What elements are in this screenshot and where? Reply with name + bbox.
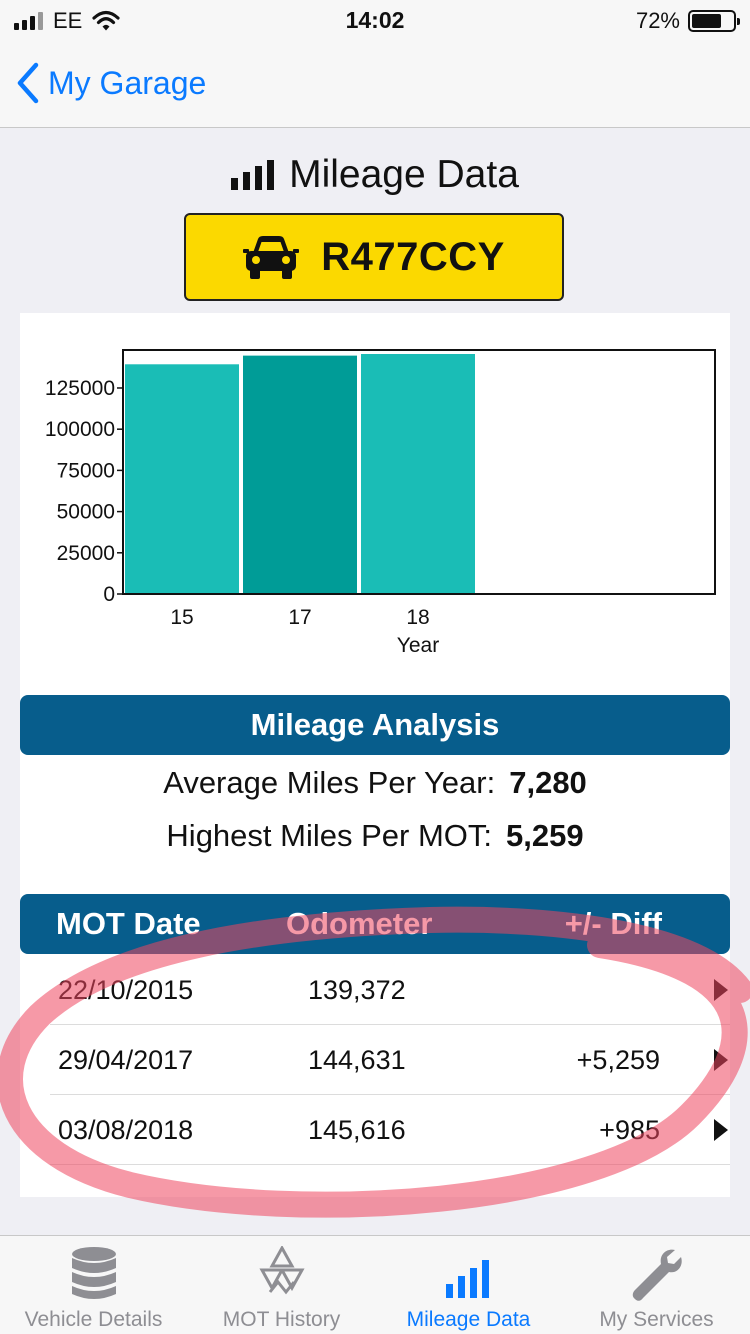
row-diff: +985 [599, 1115, 660, 1145]
header-mot-date: MOT Date [56, 906, 201, 941]
average-miles-row: Average Miles Per Year: 7,280 [20, 765, 730, 801]
chevron-left-icon [17, 62, 39, 104]
disclosure-arrow-icon[interactable] [714, 1049, 728, 1071]
row-diff: +5,259 [576, 1045, 660, 1075]
navigation-bar: My Garage [0, 40, 750, 128]
x-axis-label: Year [397, 634, 439, 657]
back-label: My Garage [48, 64, 207, 101]
y-tick-label: 50000 [57, 501, 115, 524]
signal-icon [14, 12, 43, 30]
analysis-header: Mileage Analysis [20, 695, 730, 755]
row-odometer: 145,616 [308, 1115, 406, 1145]
table-row[interactable]: 03/08/2018 145,616 +985 [50, 1095, 730, 1165]
mot-triangles-icon [258, 1246, 305, 1295]
wifi-icon [92, 10, 120, 31]
x-tick-label: 15 [170, 606, 193, 629]
highest-miles-row: Highest Miles Per MOT: 5,259 [20, 818, 730, 854]
battery-percent: 72% [635, 8, 680, 33]
tab-my-services[interactable]: My Services [563, 1236, 750, 1334]
header-diff: +/- Diff [564, 906, 662, 941]
tab-label: MOT History [222, 1308, 341, 1331]
tab-mot-history[interactable]: MOT History [188, 1236, 375, 1334]
table-row[interactable]: 22/10/2015 139,372 [50, 955, 730, 1025]
highest-miles-label: Highest Miles Per MOT: [166, 818, 492, 853]
tab-label: Vehicle Details [24, 1308, 163, 1331]
bar-15 [125, 364, 239, 593]
row-date: 22/10/2015 [58, 975, 194, 1005]
average-miles-value: 7,280 [509, 765, 587, 800]
plate-number: R477CCY [321, 234, 505, 279]
content-area: Mileage Data R477CCY 15 17 18 0 25000 50000 75… [0, 129, 750, 1235]
wrench-icon [632, 1249, 682, 1301]
status-bar: EE 14:02 72% [0, 0, 750, 40]
row-odometer: 144,631 [308, 1045, 406, 1075]
row-date: 29/04/2017 [58, 1045, 194, 1075]
disclosure-arrow-icon[interactable] [714, 979, 728, 1001]
y-tick-label: 75000 [57, 459, 115, 482]
y-tick-label: 100000 [45, 418, 115, 441]
back-button[interactable]: My Garage [16, 62, 206, 104]
header-odometer: Odometer [286, 906, 433, 941]
x-tick-label: 18 [406, 606, 429, 629]
database-icon [71, 1247, 116, 1299]
page-title: Mileage Data [0, 153, 750, 197]
tab-label: My Services [599, 1308, 714, 1331]
battery-icon [688, 10, 740, 32]
car-icon [243, 236, 300, 279]
mileage-chart: 15 17 18 0 25000 50000 75000 100000 125000 Year [20, 313, 730, 673]
chart-svg: 15 17 18 0 25000 50000 75000 100000 125000 Year [45, 349, 716, 657]
bar-18 [361, 354, 475, 593]
disclosure-arrow-icon[interactable] [714, 1119, 728, 1141]
tab-label: Mileage Data [406, 1308, 531, 1331]
row-date: 03/08/2018 [58, 1115, 194, 1145]
status-time: 14:02 [345, 7, 405, 33]
x-tick-label: 17 [288, 606, 311, 629]
tab-bar: Vehicle Details MOT History Mileage Data [0, 1235, 750, 1334]
y-tick-label: 0 [103, 583, 115, 606]
highest-miles-value: 5,259 [506, 818, 584, 853]
average-miles-label: Average Miles Per Year: [163, 765, 496, 800]
bar-chart-icon [231, 160, 275, 190]
bar-chart-icon [445, 1260, 489, 1298]
mileage-card: 15 17 18 0 25000 50000 75000 100000 125000 Year M… [20, 313, 730, 1197]
status-left: EE [14, 8, 120, 34]
mot-table-header: MOT Date Odometer +/- Diff [20, 894, 730, 954]
tab-vehicle-details[interactable]: Vehicle Details [0, 1236, 187, 1334]
page-title-text: Mileage Data [289, 153, 519, 196]
tab-mileage-data[interactable]: Mileage Data [375, 1236, 562, 1334]
table-row[interactable]: 29/04/2017 144,631 +5,259 [50, 1025, 730, 1095]
y-tick-label: 25000 [57, 542, 115, 565]
status-right: 72% [635, 8, 740, 34]
number-plate: R477CCY [184, 213, 564, 301]
carrier-label: EE [53, 8, 83, 33]
row-odometer: 139,372 [308, 975, 406, 1005]
bar-17 [243, 355, 357, 593]
y-tick-label: 125000 [45, 377, 115, 400]
